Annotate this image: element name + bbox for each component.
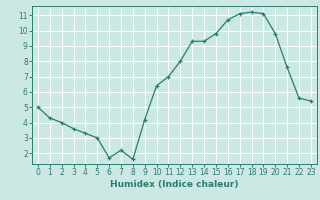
X-axis label: Humidex (Indice chaleur): Humidex (Indice chaleur): [110, 180, 239, 189]
